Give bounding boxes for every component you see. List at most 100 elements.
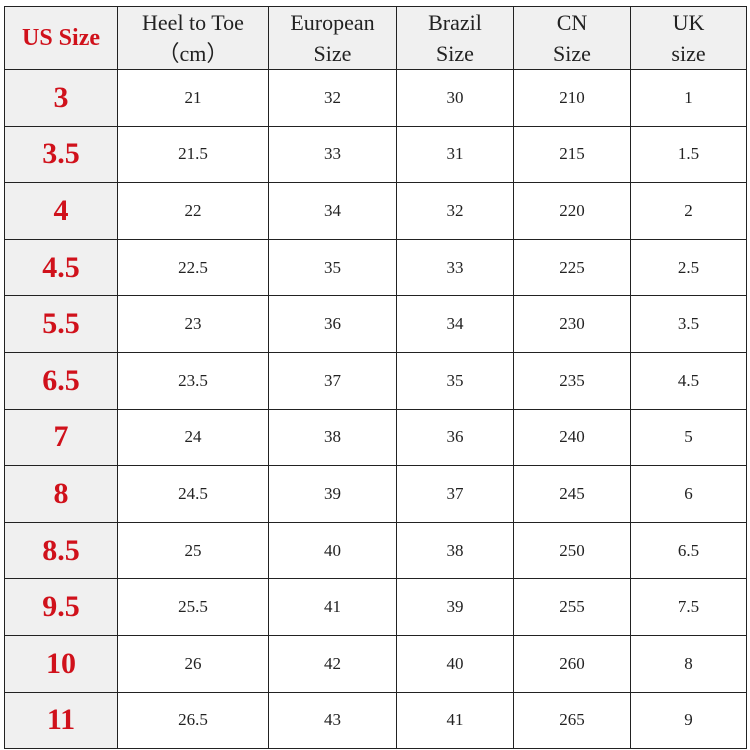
header-label: European	[290, 10, 375, 35]
cell-uk-size: 5	[630, 408, 747, 467]
cell-brazil-size: 36	[396, 408, 514, 467]
cell-brazil-size: 35	[396, 351, 514, 410]
cell-us-size: 11	[4, 691, 118, 750]
cell-uk-size: 2	[630, 182, 747, 240]
cell-brazil-size: 32	[396, 182, 514, 240]
cell-heel-to-toe: 21	[117, 69, 269, 127]
table-row: 4 22 34 32 220 2	[4, 182, 747, 240]
header-uk-size: UK size	[630, 6, 747, 70]
cell-uk-size: 4.5	[630, 351, 747, 410]
cell-cn-size: 225	[513, 238, 631, 297]
cell-cn-size: 265	[513, 691, 631, 750]
header-heel-to-toe: Heel to Toe （cm）	[117, 6, 269, 70]
table-row: 8.5 25 40 38 250 6.5	[4, 521, 747, 580]
cell-heel-to-toe: 25.5	[117, 578, 269, 636]
cell-european-size: 42	[268, 634, 397, 693]
table-row: 8 24.5 39 37 245 6	[4, 465, 747, 523]
cell-us-size: 7	[4, 408, 118, 467]
header-us-size: US Size	[4, 6, 118, 70]
cell-us-size: 3	[4, 69, 118, 127]
cell-cn-size: 215	[513, 125, 631, 184]
cell-heel-to-toe: 23.5	[117, 351, 269, 410]
header-label: UK	[672, 10, 705, 35]
cell-cn-size: 245	[513, 465, 631, 523]
cell-cn-size: 240	[513, 408, 631, 467]
cell-uk-size: 6.5	[630, 521, 747, 580]
cell-cn-size: 210	[513, 69, 631, 127]
cell-us-size: 5.5	[4, 295, 118, 353]
cell-cn-size: 220	[513, 182, 631, 240]
cell-brazil-size: 31	[396, 125, 514, 184]
cell-heel-to-toe: 25	[117, 521, 269, 580]
cell-european-size: 33	[268, 125, 397, 184]
cell-heel-to-toe: 24	[117, 408, 269, 467]
cell-cn-size: 230	[513, 295, 631, 353]
table-row: 10 26 42 40 260 8	[4, 634, 747, 693]
header-label-line2: Size	[313, 41, 352, 66]
table-row: 4.5 22.5 35 33 225 2.5	[4, 238, 747, 297]
cell-uk-size: 2.5	[630, 238, 747, 297]
cell-heel-to-toe: 21.5	[117, 125, 269, 184]
cell-us-size: 8	[4, 465, 118, 523]
cell-european-size: 39	[268, 465, 397, 523]
cell-european-size: 40	[268, 521, 397, 580]
table-row: 11 26.5 43 41 265 9	[4, 691, 747, 750]
size-chart-table: US Size Heel to Toe （cm） European Size Brazil…	[4, 6, 747, 750]
header-label: US Size	[22, 24, 100, 51]
header-label-line2: （cm）	[157, 41, 229, 66]
header-label-line2: Size	[436, 41, 474, 66]
header-brazil-size: Brazil Size	[396, 6, 514, 70]
cell-european-size: 41	[268, 578, 397, 636]
cell-european-size: 37	[268, 351, 397, 410]
cell-uk-size: 1	[630, 69, 747, 127]
cell-heel-to-toe: 23	[117, 295, 269, 353]
cell-brazil-size: 37	[396, 465, 514, 523]
cell-uk-size: 9	[630, 691, 747, 750]
cell-us-size: 4	[4, 182, 118, 240]
cell-european-size: 35	[268, 238, 397, 297]
table-row: 3 21 32 30 210 1	[4, 69, 747, 127]
cell-brazil-size: 33	[396, 238, 514, 297]
cell-brazil-size: 34	[396, 295, 514, 353]
cell-brazil-size: 30	[396, 69, 514, 127]
cell-cn-size: 255	[513, 578, 631, 636]
cell-brazil-size: 40	[396, 634, 514, 693]
cell-european-size: 32	[268, 69, 397, 127]
cell-heel-to-toe: 26	[117, 634, 269, 693]
cell-brazil-size: 39	[396, 578, 514, 636]
cell-heel-to-toe: 22	[117, 182, 269, 240]
header-label: Heel to Toe	[142, 10, 244, 35]
header-label-line2: size	[671, 41, 706, 66]
header-cn-size: CN Size	[513, 6, 631, 70]
cell-cn-size: 260	[513, 634, 631, 693]
cell-uk-size: 7.5	[630, 578, 747, 636]
cell-uk-size: 6	[630, 465, 747, 523]
header-european-size: European Size	[268, 6, 397, 70]
table-row: 6.5 23.5 37 35 235 4.5	[4, 351, 747, 410]
cell-european-size: 34	[268, 182, 397, 240]
header-label-line2: Size	[553, 41, 591, 66]
cell-heel-to-toe: 22.5	[117, 238, 269, 297]
table-row: 7 24 38 36 240 5	[4, 408, 747, 467]
cell-us-size: 6.5	[4, 351, 118, 410]
cell-cn-size: 235	[513, 351, 631, 410]
cell-brazil-size: 41	[396, 691, 514, 750]
cell-european-size: 43	[268, 691, 397, 750]
cell-uk-size: 1.5	[630, 125, 747, 184]
header-label: CN	[556, 10, 588, 35]
cell-us-size: 9.5	[4, 578, 118, 636]
cell-brazil-size: 38	[396, 521, 514, 580]
cell-us-size: 3.5	[4, 125, 118, 184]
cell-uk-size: 3.5	[630, 295, 747, 353]
cell-european-size: 36	[268, 295, 397, 353]
header-row: US Size Heel to Toe （cm） European Size Brazil…	[4, 6, 747, 70]
cell-uk-size: 8	[630, 634, 747, 693]
cell-us-size: 4.5	[4, 238, 118, 297]
table-body: 3 21 32 30 210 1 3.5 21.5 33 31 215 1.5 4 22 34 32 220 2 4…	[4, 69, 747, 750]
table-row: 5.5 23 36 34 230 3.5	[4, 295, 747, 353]
cell-us-size: 10	[4, 634, 118, 693]
cell-heel-to-toe: 24.5	[117, 465, 269, 523]
table-row: 3.5 21.5 33 31 215 1.5	[4, 125, 747, 184]
cell-heel-to-toe: 26.5	[117, 691, 269, 750]
cell-cn-size: 250	[513, 521, 631, 580]
